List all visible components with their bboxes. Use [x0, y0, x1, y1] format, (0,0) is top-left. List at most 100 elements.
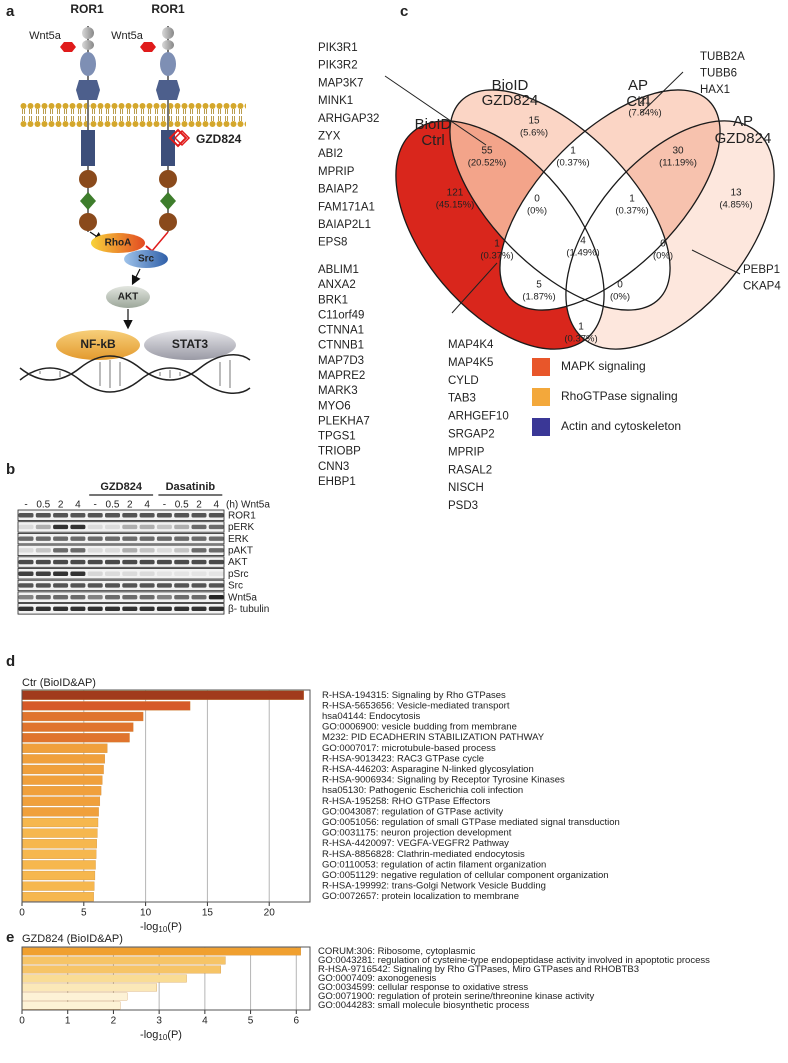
x-axis-label: -log10(P): [140, 1029, 182, 1042]
band: [70, 594, 86, 600]
band: [18, 524, 34, 530]
band: [139, 571, 155, 576]
blot-label: ROR1: [228, 510, 256, 521]
category-label: GO:0071900: regulation of protein serine…: [318, 991, 594, 1002]
gene-label: EPS8: [318, 237, 347, 249]
blot-row: [17, 544, 225, 556]
x-axis-label-part: -log: [140, 1029, 158, 1041]
region-count: 0: [660, 239, 666, 250]
region-percent: (0%): [527, 206, 547, 217]
band: [191, 548, 207, 553]
set-label: AP: [733, 113, 753, 130]
band: [53, 513, 69, 518]
set-label: Ctrl: [421, 132, 444, 149]
band: [53, 536, 69, 541]
legend-swatch: [532, 358, 550, 376]
bar: [21, 754, 105, 764]
lane-label: 2: [58, 500, 64, 511]
blot-row: [17, 509, 225, 521]
x-tick-label: 4: [202, 1016, 208, 1027]
category-label: GO:0044283: small molecule biosynthetic …: [318, 1000, 529, 1011]
gene-label: TAB3: [448, 393, 476, 405]
band: [70, 524, 86, 530]
bar: [21, 722, 134, 732]
region-percent: (0.37%): [556, 158, 589, 169]
band: [53, 606, 69, 612]
category-label: R-HSA-4420097: VEGFA-VEGFR2 Pathway: [322, 838, 509, 849]
band: [18, 606, 34, 612]
band: [208, 559, 224, 565]
blot-row: [17, 533, 225, 545]
region-count: 13: [730, 188, 742, 199]
band: [53, 583, 69, 588]
band: [105, 524, 120, 530]
band: [35, 524, 51, 530]
band: [18, 559, 34, 565]
blot-label: β- tubulin: [228, 604, 269, 615]
blot-row: [17, 603, 225, 615]
band: [122, 548, 138, 553]
band: [53, 571, 69, 576]
category-label: R-HSA-9006934: Signaling by Receptor Tyr…: [322, 775, 565, 786]
node-label: STAT3: [172, 337, 209, 351]
gene-label: BRK1: [318, 294, 348, 306]
region-count: 30: [672, 146, 684, 157]
category-label: R-HSA-9013423: RAC3 GTPase cycle: [322, 753, 484, 764]
gene-label: ARHGEF10: [448, 411, 509, 423]
gene-label: EHBP1: [318, 476, 356, 488]
node: [56, 330, 140, 360]
gene-label: PLEKHA7: [318, 415, 370, 427]
blot-label: ERK: [228, 534, 249, 545]
band: [174, 536, 190, 541]
bar: [21, 849, 97, 859]
band: [87, 559, 103, 565]
band: [122, 536, 138, 541]
region-percent: (0.37%): [480, 251, 513, 262]
gene-label: MAP7D3: [318, 355, 364, 367]
lane-label: 0.5: [175, 500, 189, 511]
node: [144, 330, 236, 360]
pathway-schematic: ROR1 ROR1 Wnt5a Wnt5a GZD824: [19, 2, 251, 394]
region-count: 5: [536, 280, 542, 291]
gene-label: BAIAP2: [318, 184, 358, 196]
band: [18, 594, 34, 600]
band: [174, 548, 190, 553]
band: [156, 571, 172, 576]
band: [105, 548, 120, 553]
category-label: M232: PID ECADHERIN STABILIZATION PATHWA…: [322, 732, 545, 743]
bar: [21, 965, 222, 974]
blot-row: [17, 579, 225, 592]
band: [208, 513, 224, 518]
lane-label: 0.5: [106, 500, 120, 511]
lane-unit: (h) Wnt5a: [226, 500, 270, 511]
drug-label: GZD824: [196, 132, 242, 146]
x-axis-label-sub: 10: [158, 925, 167, 934]
x-tick-label: 1: [65, 1016, 71, 1027]
panel-label: c: [400, 3, 408, 20]
band: [174, 524, 190, 530]
gene-label: PEBP1: [743, 264, 780, 276]
band: [156, 594, 172, 600]
pointer: [691, 249, 741, 275]
category-label: GO:0043281: regulation of cysteine-type …: [318, 955, 710, 966]
chart-title: GZD824 (BioID&AP): [22, 933, 123, 945]
set-label: AP: [628, 77, 648, 94]
band: [191, 559, 207, 565]
category-label: GO:0110053: regulation of actin filament…: [322, 859, 546, 870]
axes-frame: [21, 689, 311, 903]
blot-label: Src: [228, 581, 243, 592]
category-label: GO:0051056: regulation of small GTPase m…: [322, 817, 620, 828]
gene-label: FAM171A1: [318, 201, 375, 213]
arrow: [131, 268, 141, 286]
x-tick-label: 10: [140, 908, 152, 919]
band: [139, 559, 155, 565]
receptor-label: ROR1: [151, 2, 185, 16]
band: [70, 606, 86, 612]
gene-label: MAP4K5: [448, 357, 493, 369]
bar: [21, 807, 99, 817]
band: [35, 559, 51, 565]
lane-label: 4: [75, 500, 81, 511]
band: [156, 513, 172, 518]
bar: [21, 764, 104, 775]
band: [208, 594, 224, 600]
